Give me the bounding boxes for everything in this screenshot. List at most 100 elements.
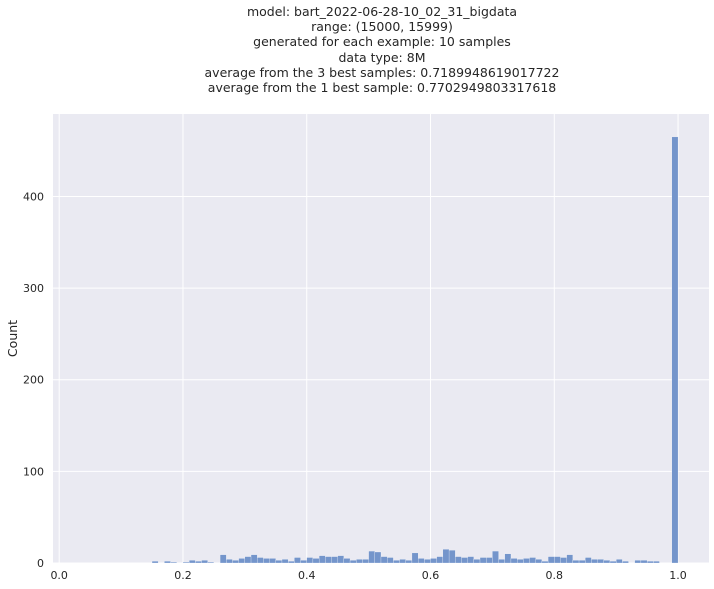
- histogram-bar: [288, 561, 295, 564]
- histogram-bar: [671, 136, 679, 564]
- x-tick-label: 0.4: [298, 569, 316, 582]
- title-line-data-type: data type: 8M: [338, 49, 426, 65]
- histogram-bar: [448, 550, 456, 564]
- histogram-bar: [387, 557, 394, 564]
- plot-area: [53, 114, 709, 563]
- histogram-bar: [535, 559, 543, 564]
- histogram-bar: [368, 550, 375, 564]
- histogram-bar: [300, 560, 307, 564]
- y-axis-ticks: 0 100 200 300 400: [23, 190, 44, 570]
- histogram-bar: [603, 560, 611, 564]
- histogram-bar: [634, 560, 642, 564]
- histogram-bar: [325, 556, 332, 564]
- x-tick-label: 0.2: [174, 569, 192, 582]
- histogram-bars: [151, 136, 679, 564]
- histogram-bar: [226, 559, 233, 564]
- histogram-bar: [517, 559, 524, 564]
- histogram-bar: [232, 560, 239, 564]
- histogram-bar: [380, 556, 388, 564]
- histogram-bar: [393, 560, 400, 564]
- histogram-bar: [244, 556, 252, 564]
- histogram-bar: [201, 560, 208, 564]
- histogram-bar: [560, 557, 567, 564]
- histogram-bar: [504, 553, 512, 564]
- title-line-avg-1-best: average from the 1 best sample: 0.770294…: [207, 80, 557, 96]
- histogram-bar: [541, 561, 549, 564]
- histogram-bar: [374, 551, 382, 564]
- histogram-bar: [275, 560, 283, 564]
- histogram-bar: [646, 561, 654, 564]
- histogram-bar: [461, 557, 468, 564]
- histogram-bar: [164, 561, 171, 564]
- histogram-bar: [418, 558, 425, 564]
- chart-title: model: bart_2022-06-28-10_02_31_bigdata …: [0, 4, 714, 95]
- title-line-avg-3-best: average from the 3 best samples: 0.71899…: [204, 64, 560, 80]
- histogram-bar: [424, 559, 431, 564]
- histogram-bar: [529, 557, 536, 564]
- histogram-bar: [430, 558, 437, 564]
- histogram-bar: [263, 558, 270, 564]
- x-tick-label: 1.0: [669, 569, 687, 582]
- histogram-bar: [640, 560, 648, 564]
- histogram-bar: [442, 549, 450, 564]
- x-tick-label: 0.8: [546, 569, 564, 582]
- histogram-bar: [578, 560, 586, 564]
- histogram-bar: [486, 557, 493, 564]
- histogram-bar: [591, 559, 598, 564]
- histogram-bar: [547, 556, 555, 564]
- histogram-bar: [498, 559, 505, 564]
- histogram-bar: [609, 561, 617, 564]
- histogram-bar: [479, 557, 487, 564]
- histogram-bar: [318, 555, 326, 564]
- title-line-range: range: (15000, 15999): [311, 19, 453, 35]
- x-axis-ticks: 0.0 0.2 0.4 0.6 0.8 1.0: [50, 569, 686, 582]
- y-tick-label: 300: [23, 282, 44, 295]
- histogram-bar: [616, 559, 623, 564]
- histogram-bar: [331, 556, 338, 564]
- histogram-bar: [436, 556, 444, 564]
- histogram-bar: [467, 556, 474, 564]
- histogram-bar: [151, 561, 159, 564]
- histogram-bar: [250, 554, 258, 564]
- histogram-bar: [653, 561, 660, 564]
- histogram-bar: [473, 559, 481, 564]
- grid-lines: [53, 114, 709, 564]
- histogram-bar: [572, 560, 580, 564]
- histogram-bar: [523, 558, 530, 564]
- histogram-bar: [349, 560, 357, 564]
- histogram-bar: [405, 560, 413, 564]
- histogram-bar: [170, 561, 177, 564]
- histogram-bar: [597, 559, 604, 564]
- histogram-bar: [294, 557, 301, 564]
- histogram-bar: [622, 561, 629, 564]
- histogram-bar: [399, 559, 406, 564]
- title-line-model: model: bart_2022-06-28-10_02_31_bigdata: [246, 4, 518, 19]
- histogram-bar: [257, 557, 264, 564]
- histogram-bar: [343, 558, 351, 564]
- histogram-bar: [219, 554, 227, 564]
- y-tick-label: 0: [37, 557, 44, 570]
- histogram-bar: [492, 550, 499, 564]
- histogram-bar: [356, 559, 363, 564]
- histogram-bar: [189, 560, 196, 564]
- y-tick-label: 200: [23, 374, 44, 387]
- x-tick-label: 0.6: [422, 569, 440, 582]
- histogram-bar: [411, 552, 419, 564]
- histogram-bar: [554, 556, 561, 564]
- histogram-bar: [510, 558, 518, 564]
- title-line-samples: generated for each example: 10 samples: [253, 34, 511, 50]
- histogram-bar: [566, 554, 573, 564]
- histogram-bar: [306, 557, 314, 564]
- histogram-bar: [269, 558, 276, 564]
- histogram-bar: [312, 558, 320, 564]
- y-axis-label: Count: [5, 320, 20, 357]
- histogram-bar: [585, 557, 592, 564]
- histogram-bar: [362, 559, 369, 564]
- y-tick-label: 400: [23, 190, 44, 203]
- histogram-bar: [195, 561, 202, 564]
- histogram-bar: [182, 561, 190, 564]
- x-tick-label: 0.0: [50, 569, 68, 582]
- histogram-bar: [207, 561, 215, 564]
- y-tick-label: 100: [23, 465, 44, 478]
